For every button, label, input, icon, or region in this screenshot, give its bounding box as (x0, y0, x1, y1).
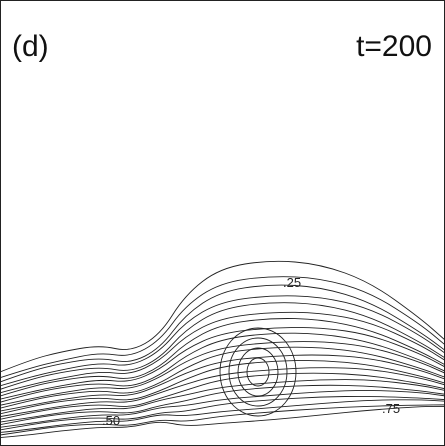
contour-line (0, 404, 445, 436)
contour-label: .50 (102, 413, 120, 428)
contour-line (0, 354, 445, 412)
contour-line (0, 359, 445, 415)
contour-label: .25 (283, 275, 301, 290)
contour-line (0, 332, 445, 403)
contour-line (0, 326, 445, 400)
contour-line (0, 311, 445, 394)
contour-line (237, 347, 279, 397)
contour-line (0, 346, 445, 409)
contour-line (0, 405, 445, 438)
contour-line (246, 357, 270, 387)
contour-line (0, 260, 445, 373)
contour-line (0, 318, 445, 397)
contour-line (0, 367, 445, 418)
contour-line (0, 390, 445, 428)
contour-line (0, 284, 445, 383)
time-label: t=200 (356, 30, 432, 63)
contour-line (0, 379, 445, 423)
contour-line (0, 395, 445, 431)
contour-label: .75 (382, 401, 400, 416)
contour-line (228, 337, 288, 407)
contour-line (0, 276, 445, 379)
contour-line (0, 302, 445, 390)
contour-line (0, 341, 445, 406)
contour-line (0, 372, 445, 420)
contour-line (219, 327, 297, 417)
contour-line (0, 399, 445, 433)
panel-label: (d) (12, 30, 49, 63)
contour-lines (0, 260, 445, 438)
contour-line (0, 295, 445, 387)
contour-line (0, 384, 445, 426)
